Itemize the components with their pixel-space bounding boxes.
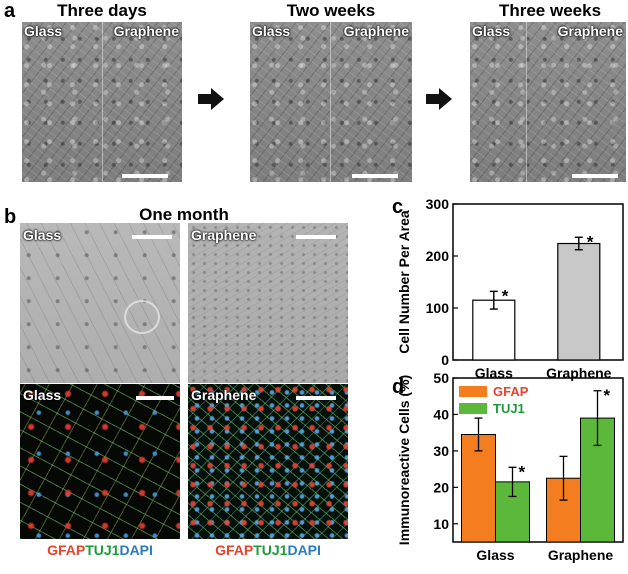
substrate-boundary xyxy=(526,22,527,182)
gfap-caption: GFAP xyxy=(47,542,86,558)
legend-label-gfap: GFAP xyxy=(493,384,529,399)
scale-bar xyxy=(296,396,336,400)
legend-label-tuj1: TUJ1 xyxy=(493,401,525,416)
tuj1-caption: TUJ1 xyxy=(85,542,120,558)
panel-c-label: c xyxy=(392,196,404,218)
brightfield-glass: Glass xyxy=(20,223,180,383)
y-tick-label: 30 xyxy=(433,443,449,459)
legend-swatch-gfap xyxy=(459,386,487,397)
significance-marker: * xyxy=(604,386,611,405)
glass-label: Glass xyxy=(23,227,62,243)
glass-label: Glass xyxy=(472,23,511,39)
significance-marker: * xyxy=(587,232,594,251)
graphene-label: Graphene xyxy=(557,23,623,39)
scale-bar xyxy=(122,174,168,178)
y-axis-label: Immunoreactive Cells (%) xyxy=(396,375,412,545)
plot-frame xyxy=(452,377,624,543)
x-tick-label: Graphene xyxy=(546,365,612,381)
glass-label: Glass xyxy=(252,23,291,39)
graphene-label: Graphene xyxy=(343,23,409,39)
dapi-caption: DAPI xyxy=(287,542,321,558)
panel-a-title-3: Three weeks xyxy=(498,1,602,20)
stain-caption-glass: GFAPTUJ1DAPI xyxy=(20,542,180,558)
y-tick-label: 100 xyxy=(426,300,450,316)
gfap-caption: GFAP xyxy=(215,542,254,558)
fluorescence-glass: Glass xyxy=(20,384,180,539)
panel-b-title: One month xyxy=(139,205,229,224)
y-tick-label: 200 xyxy=(426,248,450,264)
chart-cell-number: 0 100 200 300 Cell Number Per Area * Glass * Gra… xyxy=(396,196,624,381)
chart-immunoreactive: 10 20 30 40 50 Immunoreactive Cells (%) * Glass… xyxy=(396,370,624,563)
y-tick-label: 50 xyxy=(433,370,449,386)
scale-bar xyxy=(136,396,174,400)
y-tick-label: 20 xyxy=(433,479,449,495)
arrow-icon xyxy=(426,88,452,115)
stain-caption-graphene: GFAPTUJ1DAPI xyxy=(188,542,348,558)
x-tick-label: Glass xyxy=(475,365,513,381)
significance-marker: * xyxy=(519,462,526,481)
arrow-icon xyxy=(198,88,224,115)
panel-a-label: a xyxy=(4,0,16,22)
micrograph-two-weeks: Glass Graphene xyxy=(250,22,412,182)
graphene-label: Graphene xyxy=(191,387,257,403)
graphene-label: Graphene xyxy=(113,23,179,39)
dapi-caption: DAPI xyxy=(119,542,153,558)
x-tick-label: Glass xyxy=(476,547,514,563)
bar-graphene xyxy=(557,242,601,361)
plot-frame xyxy=(452,203,624,361)
y-tick-label: 40 xyxy=(433,406,449,422)
scale-bar xyxy=(572,174,618,178)
y-axis-label: Cell Number Per Area xyxy=(396,210,412,354)
panel-d-label: d xyxy=(392,376,405,398)
substrate-boundary xyxy=(102,22,103,182)
y-tick-label: 0 xyxy=(441,352,449,368)
bar-glass xyxy=(472,299,516,361)
bar-gfap-glass xyxy=(461,433,496,543)
micrograph-three-days: Glass Graphene xyxy=(22,22,182,182)
tuj1-caption: TUJ1 xyxy=(253,542,288,558)
graphene-label: Graphene xyxy=(191,227,257,243)
panel-a-title-1: Three days xyxy=(57,1,147,20)
panel-a-title-2: Two weeks xyxy=(286,1,376,20)
glass-label: Glass xyxy=(24,23,63,39)
legend-swatch-tuj1 xyxy=(459,403,487,414)
x-tick-label: Graphene xyxy=(548,547,614,563)
scale-bar xyxy=(132,235,172,239)
y-tick-label: 300 xyxy=(426,196,450,212)
substrate-boundary xyxy=(330,22,331,182)
scale-bar xyxy=(296,235,336,239)
y-tick-label: 10 xyxy=(433,516,449,532)
panel-b-label: b xyxy=(4,206,17,228)
micrograph-three-weeks: Glass Graphene xyxy=(470,22,626,182)
cell-cluster xyxy=(124,300,160,334)
brightfield-graphene: Graphene xyxy=(188,223,348,383)
glass-label: Glass xyxy=(23,387,62,403)
fluorescence-graphene: Graphene xyxy=(188,384,348,539)
significance-marker: * xyxy=(502,286,509,305)
scale-bar xyxy=(352,174,398,178)
bar-tuj1-glass xyxy=(495,481,530,543)
